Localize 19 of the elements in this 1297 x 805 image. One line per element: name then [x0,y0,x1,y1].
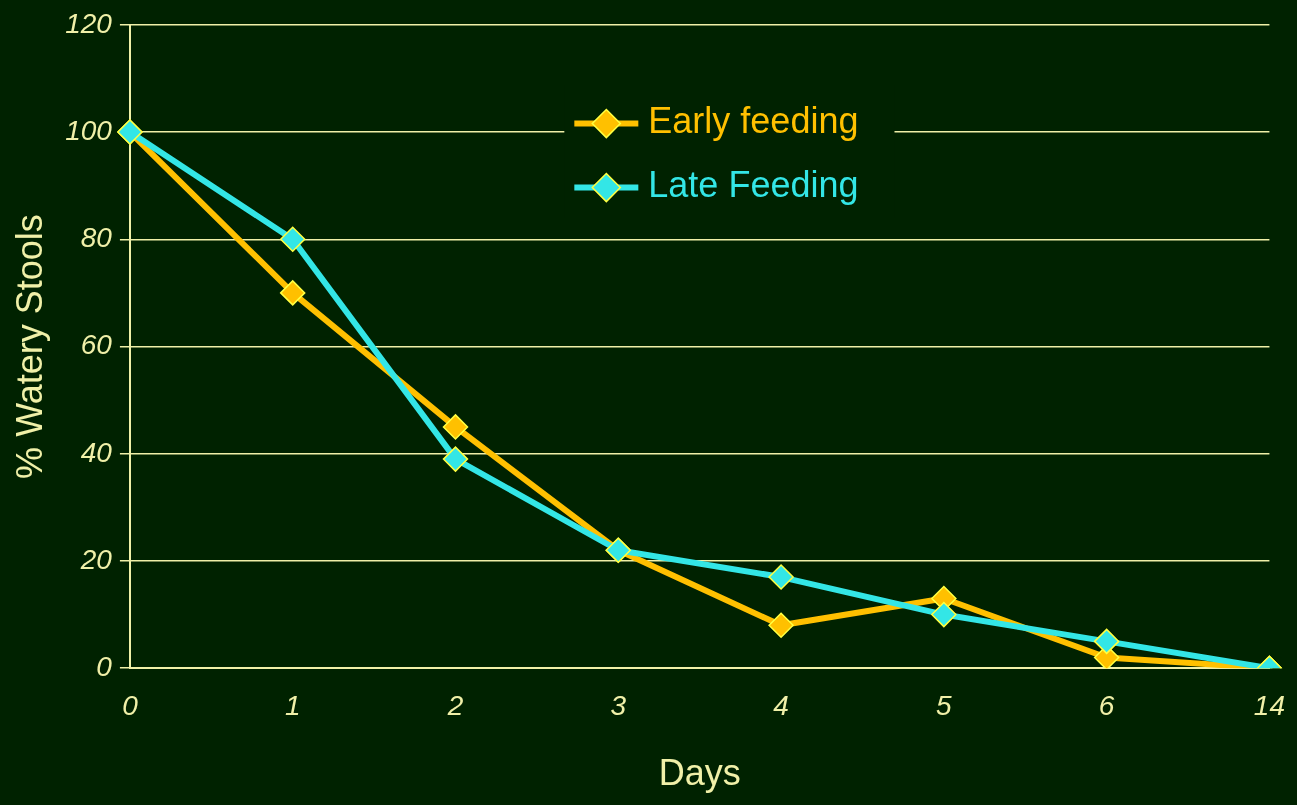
y-tick-label: 0 [96,651,113,682]
x-axis-title: Days [658,752,741,794]
x-tick-label: 3 [610,689,627,721]
y-tick-label: 100 [65,114,113,146]
x-tick-label: 1 [284,689,301,721]
y-tick-label: 40 [80,436,113,468]
y-tick-label: 120 [65,7,113,39]
x-tick-label: 5 [936,689,953,721]
x-tick-label: 4 [773,689,789,721]
y-tick-label: 60 [80,329,113,361]
legend-label: Early feeding [648,100,859,142]
y-tick-label: 20 [79,543,113,575]
y-tick-label: 80 [80,222,113,254]
legend-label: Late Feeding [648,164,859,206]
x-tick-label: 14 [1253,689,1286,721]
y-axis-title: % Watery Stools [8,214,50,479]
x-tick-label: 6 [1098,689,1115,721]
x-tick-label: 0 [122,689,139,721]
x-tick-label: 2 [446,689,464,721]
